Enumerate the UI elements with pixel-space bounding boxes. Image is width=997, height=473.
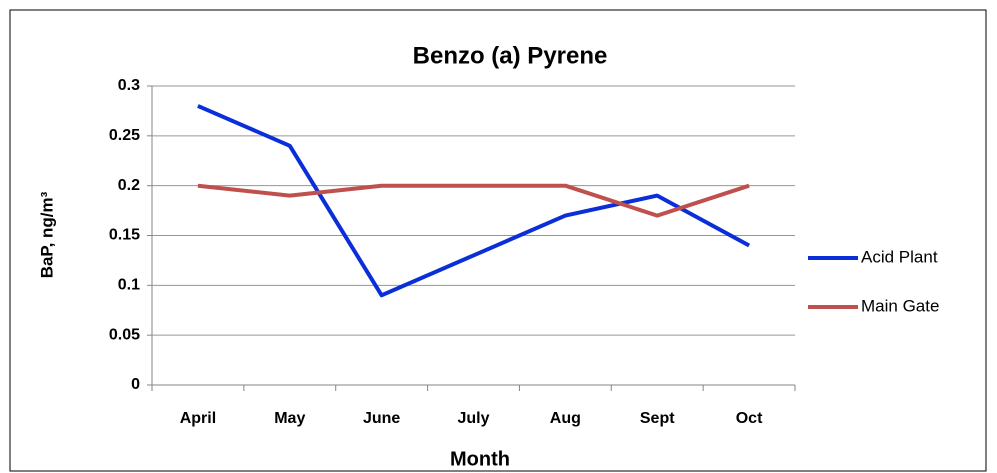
y-tick-label: 0.3 (118, 77, 140, 94)
x-tick-label: April (180, 410, 216, 427)
y-tick-label: 0.1 (118, 277, 140, 294)
x-tick-label: Sept (640, 410, 675, 427)
y-tick-label: 0.25 (109, 127, 140, 144)
y-tick-label: 0.15 (109, 227, 140, 244)
y-tick-label: 0.2 (118, 177, 140, 194)
y-tick-label: 0.05 (109, 326, 140, 343)
x-tick-label: Oct (736, 410, 763, 427)
series-line (197, 183, 750, 218)
x-tick-label: May (274, 410, 305, 427)
x-tick-label: June (363, 410, 400, 427)
y-axis-label: BaP, ng/m³ (37, 191, 56, 278)
chart-frame (9, 9, 987, 472)
chart-title: Benzo (a) Pyrene (413, 42, 608, 69)
series-line (197, 104, 751, 298)
x-axis-label: Month (450, 448, 510, 470)
legend-label: Acid Plant (861, 247, 938, 266)
x-tick-label: July (457, 410, 489, 427)
x-tick-label: Aug (550, 410, 581, 427)
legend-label: Main Gate (861, 296, 939, 315)
y-tick-label: 0 (131, 376, 140, 393)
